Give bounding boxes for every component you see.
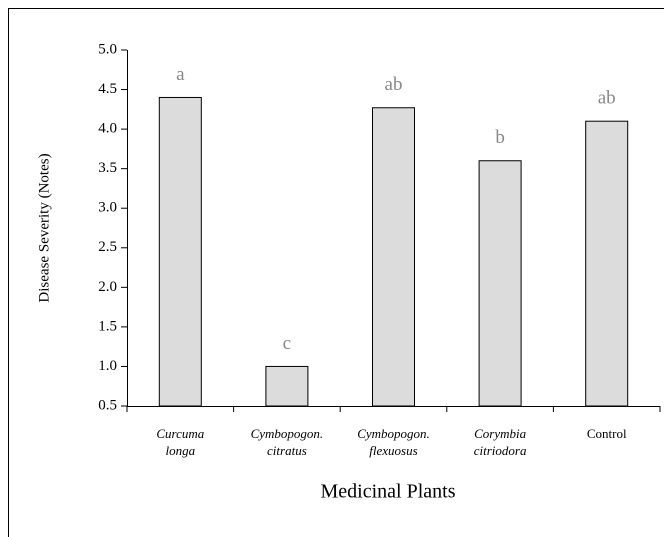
annotation: a	[176, 64, 185, 85]
y-tick-label: 2.0	[98, 279, 117, 295]
x-tick-label-line: Control	[587, 426, 627, 441]
y-tick-label: 3.0	[98, 200, 117, 216]
x-tick-label-line: Curcuma	[156, 426, 204, 441]
y-tick-label: 2.5	[98, 239, 117, 255]
y-tick-label: 0.5	[98, 397, 117, 413]
annotation: c	[283, 333, 291, 354]
bar	[265, 365, 309, 407]
x-tick-label-line: Cymbopogon.	[251, 426, 324, 441]
x-tick-label-line: citratus	[267, 443, 307, 458]
x-tick-label-line: Corymbia	[474, 426, 527, 441]
x-tick-label: Cymbopogon. flexuosus	[357, 426, 430, 458]
bar	[372, 107, 415, 407]
x-tick-label-line: Cymbopogon.	[357, 426, 430, 441]
y-tick-label: 5.0	[98, 41, 117, 57]
bar	[585, 120, 629, 407]
x-tick-label: Control	[587, 426, 627, 441]
x-axis-label: Medicinal Plants	[321, 481, 456, 503]
annotation: ab	[385, 74, 403, 95]
y-tick-label: 3.5	[98, 160, 117, 176]
x-tick-label: Corymbia citriodora	[474, 426, 527, 458]
annotation: ab	[598, 88, 616, 109]
y-tick-label: 4.0	[98, 121, 117, 137]
annotation: b	[495, 127, 505, 148]
bar	[478, 160, 522, 407]
x-tick-label: Cymbopogon. citratus	[251, 426, 324, 458]
x-tick-label: Curcuma longa	[156, 426, 204, 458]
y-tick-label: 1.0	[98, 358, 117, 374]
bar	[158, 96, 202, 407]
y-axis-label: Disease Severity (Notes)	[36, 153, 52, 302]
x-tick-label-line: flexuosus	[369, 443, 417, 458]
x-tick-label-line: longa	[165, 443, 195, 458]
y-tick-label: 1.5	[98, 318, 117, 334]
x-tick-label-line: citriodora	[474, 443, 527, 458]
y-tick-label: 4.5	[98, 81, 117, 97]
